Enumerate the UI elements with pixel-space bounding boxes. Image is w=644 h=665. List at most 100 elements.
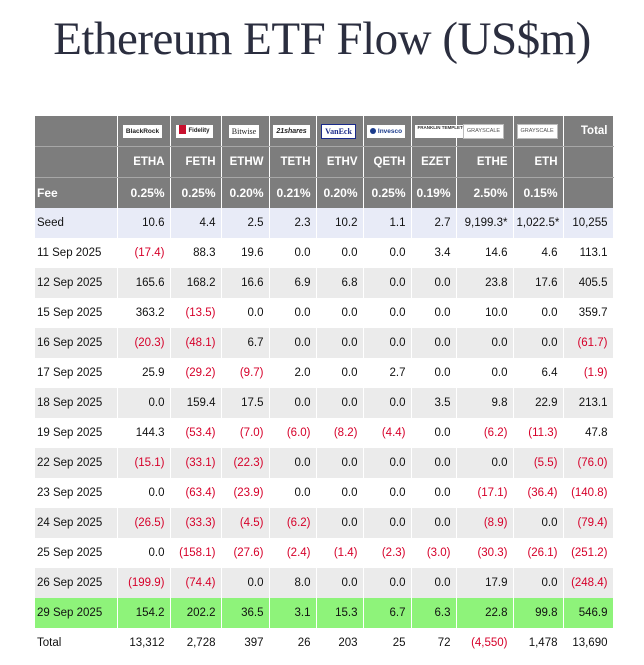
flow-cell: (53.4) (170, 418, 222, 448)
table-row: 17 Sep 2025 25.9 (29.2) (9.7) 2.0 0.0 2.7 0.0 0.… (35, 358, 614, 388)
flow-cell: 0.0 (411, 508, 457, 538)
flow-cell: 2.7 (363, 358, 412, 388)
flow-cell: 4.4 (170, 208, 222, 238)
fee-cell: 0.25% (170, 177, 222, 208)
flow-cell: 397 (221, 628, 270, 658)
flow-cell: 0.0 (363, 238, 412, 268)
total-cell: 359.7 (563, 298, 614, 328)
flow-cell: 0.0 (363, 298, 412, 328)
flow-cell: 0.0 (456, 358, 514, 388)
flow-cell: (33.3) (170, 508, 222, 538)
blackrock-logo: BlackRock (122, 124, 163, 138)
page-title: Ethereum ETF Flow (US$m) (53, 13, 591, 65)
flow-cell: 17.6 (513, 268, 564, 298)
flow-cell: 1,022.5* (513, 208, 564, 238)
flow-cell: (7.0) (221, 418, 270, 448)
flow-cell: 144.3 (117, 418, 171, 448)
flow-cell: 25.9 (117, 358, 171, 388)
corner-cell (35, 116, 118, 147)
flow-cell: 0.0 (411, 478, 457, 508)
flow-cell: 13,312 (117, 628, 171, 658)
flow-cell: 22.8 (456, 598, 514, 628)
flow-cell: (17.4) (117, 238, 171, 268)
total-cell: 13,690 (563, 628, 614, 658)
ticker-cell: ETHA (117, 146, 171, 178)
flow-cell: 0.0 (411, 418, 457, 448)
row-label: 25 Sep 2025 (35, 538, 118, 568)
flow-cell: 0.0 (513, 298, 564, 328)
total-cell: 213.1 (563, 388, 614, 418)
flow-cell: 1.1 (363, 208, 412, 238)
total-row: Total 13,312 2,728 397 26 203 25 72 (4,550) 1,478… (35, 628, 614, 658)
table-row: Seed 10.6 4.4 2.5 2.3 10.2 1.1 2.7 9,199.3* 1,022… (35, 208, 614, 238)
grayscale-logo: GRAYSCALE (462, 123, 505, 139)
table-row: 25 Sep 2025 0.0 (158.1) (27.6) (2.4) (1.4) (2.… (35, 538, 614, 568)
flow-cell: (36.4) (513, 478, 564, 508)
row-label: 15 Sep 2025 (35, 298, 118, 328)
flow-cell: (26.5) (117, 508, 171, 538)
row-label: 19 Sep 2025 (35, 418, 118, 448)
flow-cell: 3.5 (411, 388, 457, 418)
fee-label: Fee (35, 177, 118, 208)
flow-cell: 165.6 (117, 268, 171, 298)
flow-cell: (33.1) (170, 448, 222, 478)
flow-cell: 2.7 (411, 208, 457, 238)
flow-cell: 0.0 (269, 388, 317, 418)
ticker-cell: EZET (411, 146, 457, 178)
ticker-row: ETHA FETH ETHW TETH ETHV QETH EZET ETHE … (35, 146, 614, 178)
flow-cell: 6.8 (316, 268, 364, 298)
etf-flow-table: BlackRock Fidelity Bitwise 21shares VanE… (35, 116, 614, 658)
flow-cell: 0.0 (456, 328, 514, 358)
flow-cell: 15.3 (316, 598, 364, 628)
flow-cell: 0.0 (411, 448, 457, 478)
flow-cell: (8.2) (316, 418, 364, 448)
flow-cell: 202.2 (170, 598, 222, 628)
flow-cell: (11.3) (513, 418, 564, 448)
flow-cell: (9.7) (221, 358, 270, 388)
flow-cell: 168.2 (170, 268, 222, 298)
table-row: 16 Sep 2025 (20.3) (48.1) 6.7 0.0 0.0 0.0 0.0 0.… (35, 328, 614, 358)
row-label: 17 Sep 2025 (35, 358, 118, 388)
flow-cell: 0.0 (363, 568, 412, 598)
total-cell: (140.8) (563, 478, 614, 508)
flow-cell: (3.0) (411, 538, 457, 568)
franklin-templeton-logo: FRANKLIN TEMPLETON (414, 124, 473, 138)
total-cell: 546.9 (563, 598, 614, 628)
fee-cell: 0.19% (411, 177, 457, 208)
fee-cell: 2.50% (456, 177, 514, 208)
flow-cell: 0.0 (363, 448, 412, 478)
table-row: 12 Sep 2025 165.6 168.2 16.6 6.9 6.8 0.0 0.0 23.… (35, 268, 614, 298)
table-row: 24 Sep 2025 (26.5) (33.3) (4.5) (6.2) 0.0 0.0 0… (35, 508, 614, 538)
flow-cell: (15.1) (117, 448, 171, 478)
flow-cell: 159.4 (170, 388, 222, 418)
issuer-logo-row: BlackRock Fidelity Bitwise 21shares VanE… (35, 116, 614, 147)
total-cell: (248.4) (563, 568, 614, 598)
flow-cell: 0.0 (363, 268, 412, 298)
table-row: 15 Sep 2025 363.2 (13.5) 0.0 0.0 0.0 0.0 0.0 10.… (35, 298, 614, 328)
flow-cell: 0.0 (316, 478, 364, 508)
flow-cell: (29.2) (170, 358, 222, 388)
flow-cell: 0.0 (316, 238, 364, 268)
flow-cell: 0.0 (269, 298, 317, 328)
fidelity-logo: Fidelity (176, 124, 213, 138)
flow-cell: 0.0 (269, 238, 317, 268)
flow-cell: 14.6 (456, 238, 514, 268)
ticker-cell: TETH (269, 146, 317, 178)
ticker-cell: ETHV (316, 146, 364, 178)
flow-cell: 6.3 (411, 598, 457, 628)
flow-cell: 3.4 (411, 238, 457, 268)
flow-cell: 6.7 (363, 598, 412, 628)
flow-cell: 203 (316, 628, 364, 658)
table-row: 18 Sep 2025 0.0 159.4 17.5 0.0 0.0 0.0 3.5 9.8 22… (35, 388, 614, 418)
flow-cell: 0.0 (316, 358, 364, 388)
flow-cell: (26.1) (513, 538, 564, 568)
bitwise-logo: Bitwise (228, 124, 260, 138)
flow-cell: 0.0 (513, 508, 564, 538)
flow-cell: 0.0 (316, 328, 364, 358)
flow-cell: (74.4) (170, 568, 222, 598)
flow-cell: (8.9) (456, 508, 514, 538)
flow-cell: (17.1) (456, 478, 514, 508)
flow-cell: 10.6 (117, 208, 171, 238)
flow-cell: (1.4) (316, 538, 364, 568)
flow-cell: 0.0 (513, 328, 564, 358)
